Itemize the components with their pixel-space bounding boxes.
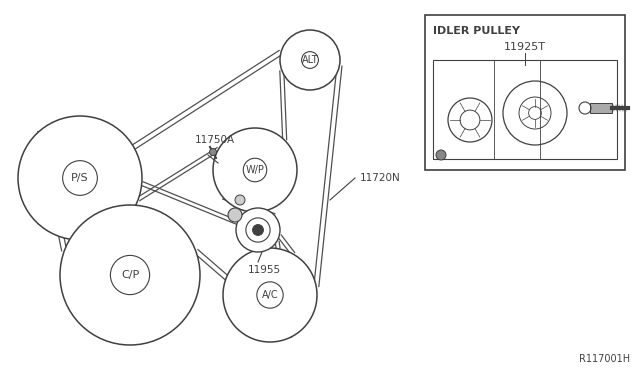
Bar <box>433 60 617 159</box>
Text: ALT: ALT <box>301 55 318 65</box>
Circle shape <box>60 205 200 345</box>
Text: W/P: W/P <box>246 165 264 175</box>
Circle shape <box>253 224 264 235</box>
Circle shape <box>228 208 242 222</box>
Circle shape <box>223 248 317 342</box>
Circle shape <box>213 128 297 212</box>
Bar <box>590 103 612 113</box>
Text: R117001H: R117001H <box>579 354 630 364</box>
Text: 11720N: 11720N <box>360 173 401 183</box>
Text: 11925T: 11925T <box>504 42 546 52</box>
Circle shape <box>236 208 280 252</box>
Text: A/C: A/C <box>262 290 278 300</box>
Text: 11955: 11955 <box>248 265 281 275</box>
Circle shape <box>209 148 216 155</box>
Text: C/P: C/P <box>121 270 139 280</box>
Text: P/S: P/S <box>71 173 89 183</box>
Text: IDLER PULLEY: IDLER PULLEY <box>433 26 520 36</box>
Bar <box>425 15 625 170</box>
Circle shape <box>436 150 446 160</box>
Circle shape <box>235 195 245 205</box>
Circle shape <box>18 116 142 240</box>
Circle shape <box>280 30 340 90</box>
Text: 11750A: 11750A <box>195 135 235 145</box>
